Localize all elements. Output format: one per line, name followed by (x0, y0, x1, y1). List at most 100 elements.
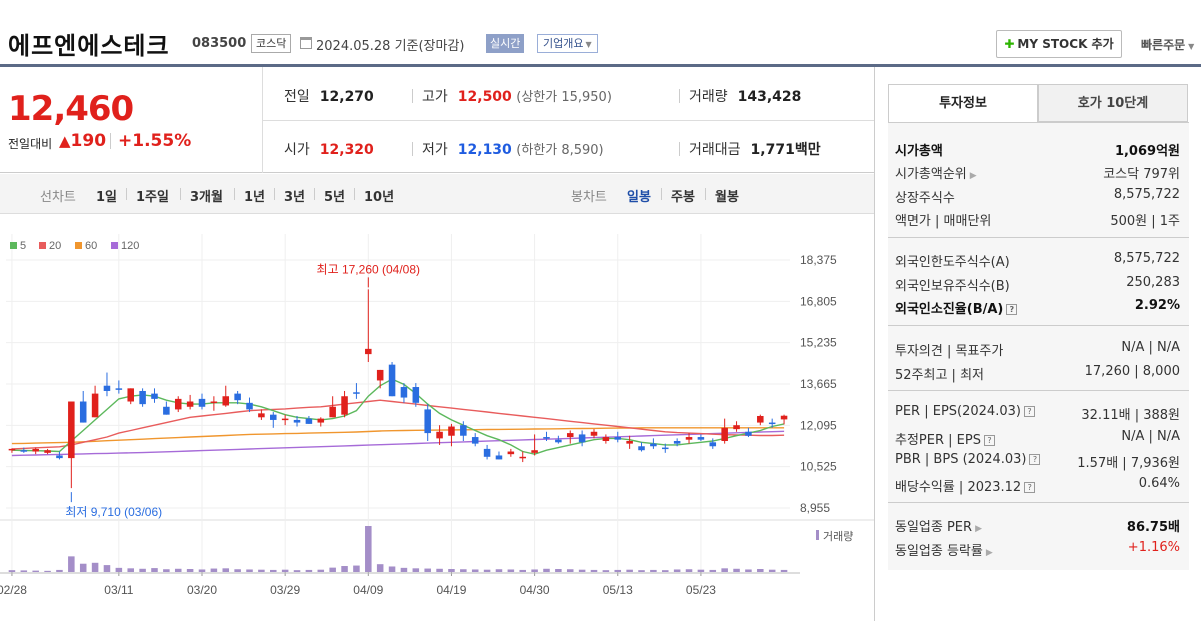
low-cell: 저가 12,130 (하한가 8,590) (422, 139, 604, 159)
help-icon[interactable]: ? (983, 435, 995, 446)
candle-body (353, 392, 360, 394)
volume-bar (56, 569, 63, 572)
row-market-cap-rank[interactable]: 시가총액순위 ▶ 코스닥 797위 (895, 163, 1180, 182)
candle-body (780, 415, 788, 420)
y-tick-label: 18,375 (800, 253, 837, 267)
period-1w[interactable]: 1주일 (136, 190, 169, 205)
plus-icon: ✚ (1004, 37, 1015, 51)
period-1y[interactable]: 1년 (244, 190, 266, 205)
period-3m[interactable]: 3개월 (190, 190, 223, 205)
realtime-button[interactable]: 실시간 (486, 34, 525, 53)
period-10y[interactable]: 10년 (364, 190, 395, 205)
help-icon[interactable]: ? (1006, 304, 1018, 315)
row-par-value: 액면가 | 매매단위 500원 | 1주 (895, 210, 1180, 229)
volume-bar (471, 569, 479, 572)
price-chart[interactable]: 18,375 16,805 15,235 13,665 12,095 10,525 8,95… (0, 214, 874, 621)
volume-bar (32, 570, 39, 572)
period-1d[interactable]: 1일 (96, 190, 118, 205)
prev-close-label: 전일 (284, 89, 310, 105)
quick-order-button[interactable]: 빠른주문 ▼ (1141, 36, 1194, 53)
period-daily[interactable]: 일봉 (627, 190, 651, 205)
opinion-label: 투자의견 | 목표주가 (895, 344, 1004, 359)
volume-bar (638, 570, 645, 572)
divider (126, 188, 127, 200)
amount-label: 거래대금 (689, 142, 741, 158)
candle-body (103, 385, 111, 391)
row-opinion: 투자의견 | 목표주가 N/A | N/A (895, 340, 1180, 359)
candle-body (246, 402, 253, 410)
candle-body (448, 426, 455, 436)
volume-bar (436, 568, 443, 572)
divider (314, 188, 315, 200)
listed-shares-value: 8,575,722 (1113, 187, 1180, 202)
legend-swatch (39, 242, 46, 249)
chart-period-bar: 선차트 1일 1주일 3개월 1년 3년 5년 10년 봉차트 일봉 주봉 월봉 (0, 174, 874, 214)
stock-code: 083500 (192, 36, 247, 51)
foreign-limit-value: 8,575,722 (1113, 251, 1180, 266)
volume-bar (91, 562, 99, 572)
candle-body (139, 390, 146, 405)
divider (874, 67, 875, 621)
par-label: 액면가 | 매매단위 (895, 214, 992, 229)
tab-order-book[interactable]: 호가 10단계 (1038, 84, 1188, 122)
period-monthly[interactable]: 월봉 (715, 190, 739, 205)
help-icon[interactable]: ? (1023, 406, 1035, 417)
week52-value: 17,260 | 8,000 (1084, 364, 1180, 379)
help-icon[interactable]: ? (1029, 454, 1041, 465)
company-info-dropdown[interactable]: 기업개요 ▼ (537, 34, 598, 53)
invest-info-table: 시가총액 1,069억원 시가총액순위 ▶ 코스닥 797위 상장주식수 8,575,7… (888, 122, 1189, 570)
candle-body (471, 437, 479, 444)
x-tick-label: 02/28 (0, 583, 27, 597)
volume-bar (68, 556, 75, 572)
candle-body (127, 388, 134, 402)
legend-swatch (111, 242, 118, 249)
x-tick-label: 03/29 (270, 583, 300, 597)
row-sector-per[interactable]: 동일업종 PER ▶ 86.75배 (895, 516, 1180, 535)
chevron-down-icon: ▼ (585, 40, 592, 49)
volume-bar (258, 569, 265, 572)
candle-body (543, 437, 550, 439)
row-sector-rate[interactable]: 동일업종 등락률 ▶ +1.16% (895, 540, 1180, 559)
help-icon[interactable]: ? (1024, 482, 1036, 493)
period-5y[interactable]: 5년 (324, 190, 346, 205)
candle-body (115, 388, 123, 390)
per-label: PER | EPS(2024.03) (895, 404, 1021, 419)
price-summary: 12,460 전일대비 ▲190 +1.55% 전일 12,270 고가 12,50… (0, 67, 874, 173)
volume-bar (388, 566, 396, 572)
amount-cell: 거래대금 1,771백만 (689, 139, 821, 159)
prev-close-value: 12,270 (319, 89, 374, 105)
candle-body (757, 415, 764, 423)
sector-rate-label: 동일업종 등락률 (895, 544, 983, 559)
volume-bar (139, 568, 146, 572)
row-52week: 52주최고 | 최저 17,260 | 8,000 (895, 364, 1180, 383)
volume-bar (519, 569, 526, 572)
volume-bar (566, 569, 574, 572)
legend-label: 120 (121, 240, 139, 252)
stock-header: 에프엔에스테크 083500 코스닥 2024.05.28 기준(장마감) 실시… (0, 0, 1201, 64)
legend-label: 20 (49, 240, 61, 252)
per-value: 32.11배 | 388원 (1081, 408, 1180, 423)
divider (180, 188, 181, 200)
x-tick-label: 03/11 (104, 583, 133, 597)
volume-bar (329, 567, 336, 572)
volume-bar (662, 570, 669, 572)
divider (262, 120, 874, 121)
row-market-cap: 시가총액 1,069억원 (895, 140, 1180, 159)
tab-invest-info[interactable]: 투자정보 (888, 84, 1038, 122)
divider (274, 188, 275, 200)
candle-body (519, 456, 526, 459)
current-price: 12,460 (8, 89, 134, 129)
row-per: PER | EPS(2024.03)? 32.11배 | 388원 (895, 404, 1180, 423)
period-3y[interactable]: 3년 (284, 190, 306, 205)
add-mystock-button[interactable]: ✚ MY STOCK 추가 (996, 30, 1122, 58)
row-foreign-ratio: 외국인소진율(B/A)? 2.92% (895, 298, 1180, 317)
period-weekly[interactable]: 주봉 (671, 190, 695, 205)
dividend-label: 배당수익률 | 2023.12 (895, 480, 1022, 495)
candle-body (376, 369, 384, 381)
candle-body (436, 431, 443, 439)
chart-canvas: 18,375 16,805 15,235 13,665 12,095 10,525 8,95… (0, 234, 874, 597)
change-amount: 190 (70, 131, 107, 151)
candle-body (317, 418, 325, 423)
candle-body (79, 401, 87, 423)
candle-body (68, 401, 75, 459)
